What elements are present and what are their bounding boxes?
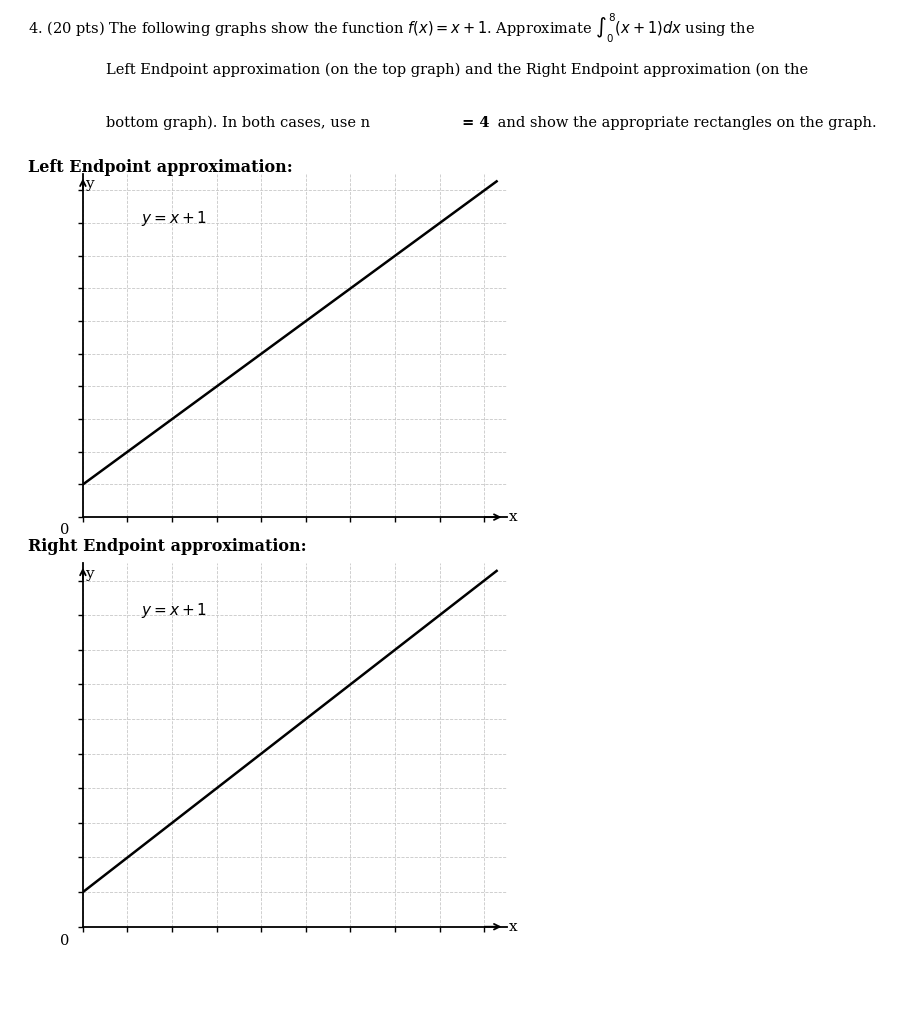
Text: $y = x+1$: $y = x+1$ [141, 209, 207, 228]
Text: 0: 0 [61, 523, 70, 538]
Text: Left Endpoint approximation (on the top graph) and the Right Endpoint approximat: Left Endpoint approximation (on the top … [106, 62, 808, 77]
Text: 0: 0 [61, 934, 70, 947]
Text: y: y [86, 177, 94, 191]
Text: bottom graph). In both cases, use n: bottom graph). In both cases, use n [106, 116, 370, 130]
Text: y: y [86, 566, 94, 581]
Text: and show the appropriate rectangles on the graph.: and show the appropriate rectangles on t… [493, 116, 877, 130]
Text: = 4: = 4 [457, 116, 489, 130]
Text: x: x [508, 920, 518, 934]
Text: Right Endpoint approximation:: Right Endpoint approximation: [28, 538, 307, 555]
Text: x: x [508, 510, 518, 524]
Text: Left Endpoint approximation:: Left Endpoint approximation: [28, 159, 292, 176]
Text: 4. (20 pts) The following graphs show the function $f(x) = x + 1$. Approximate $: 4. (20 pts) The following graphs show th… [28, 12, 754, 45]
Text: $y = x+1$: $y = x+1$ [141, 601, 207, 621]
